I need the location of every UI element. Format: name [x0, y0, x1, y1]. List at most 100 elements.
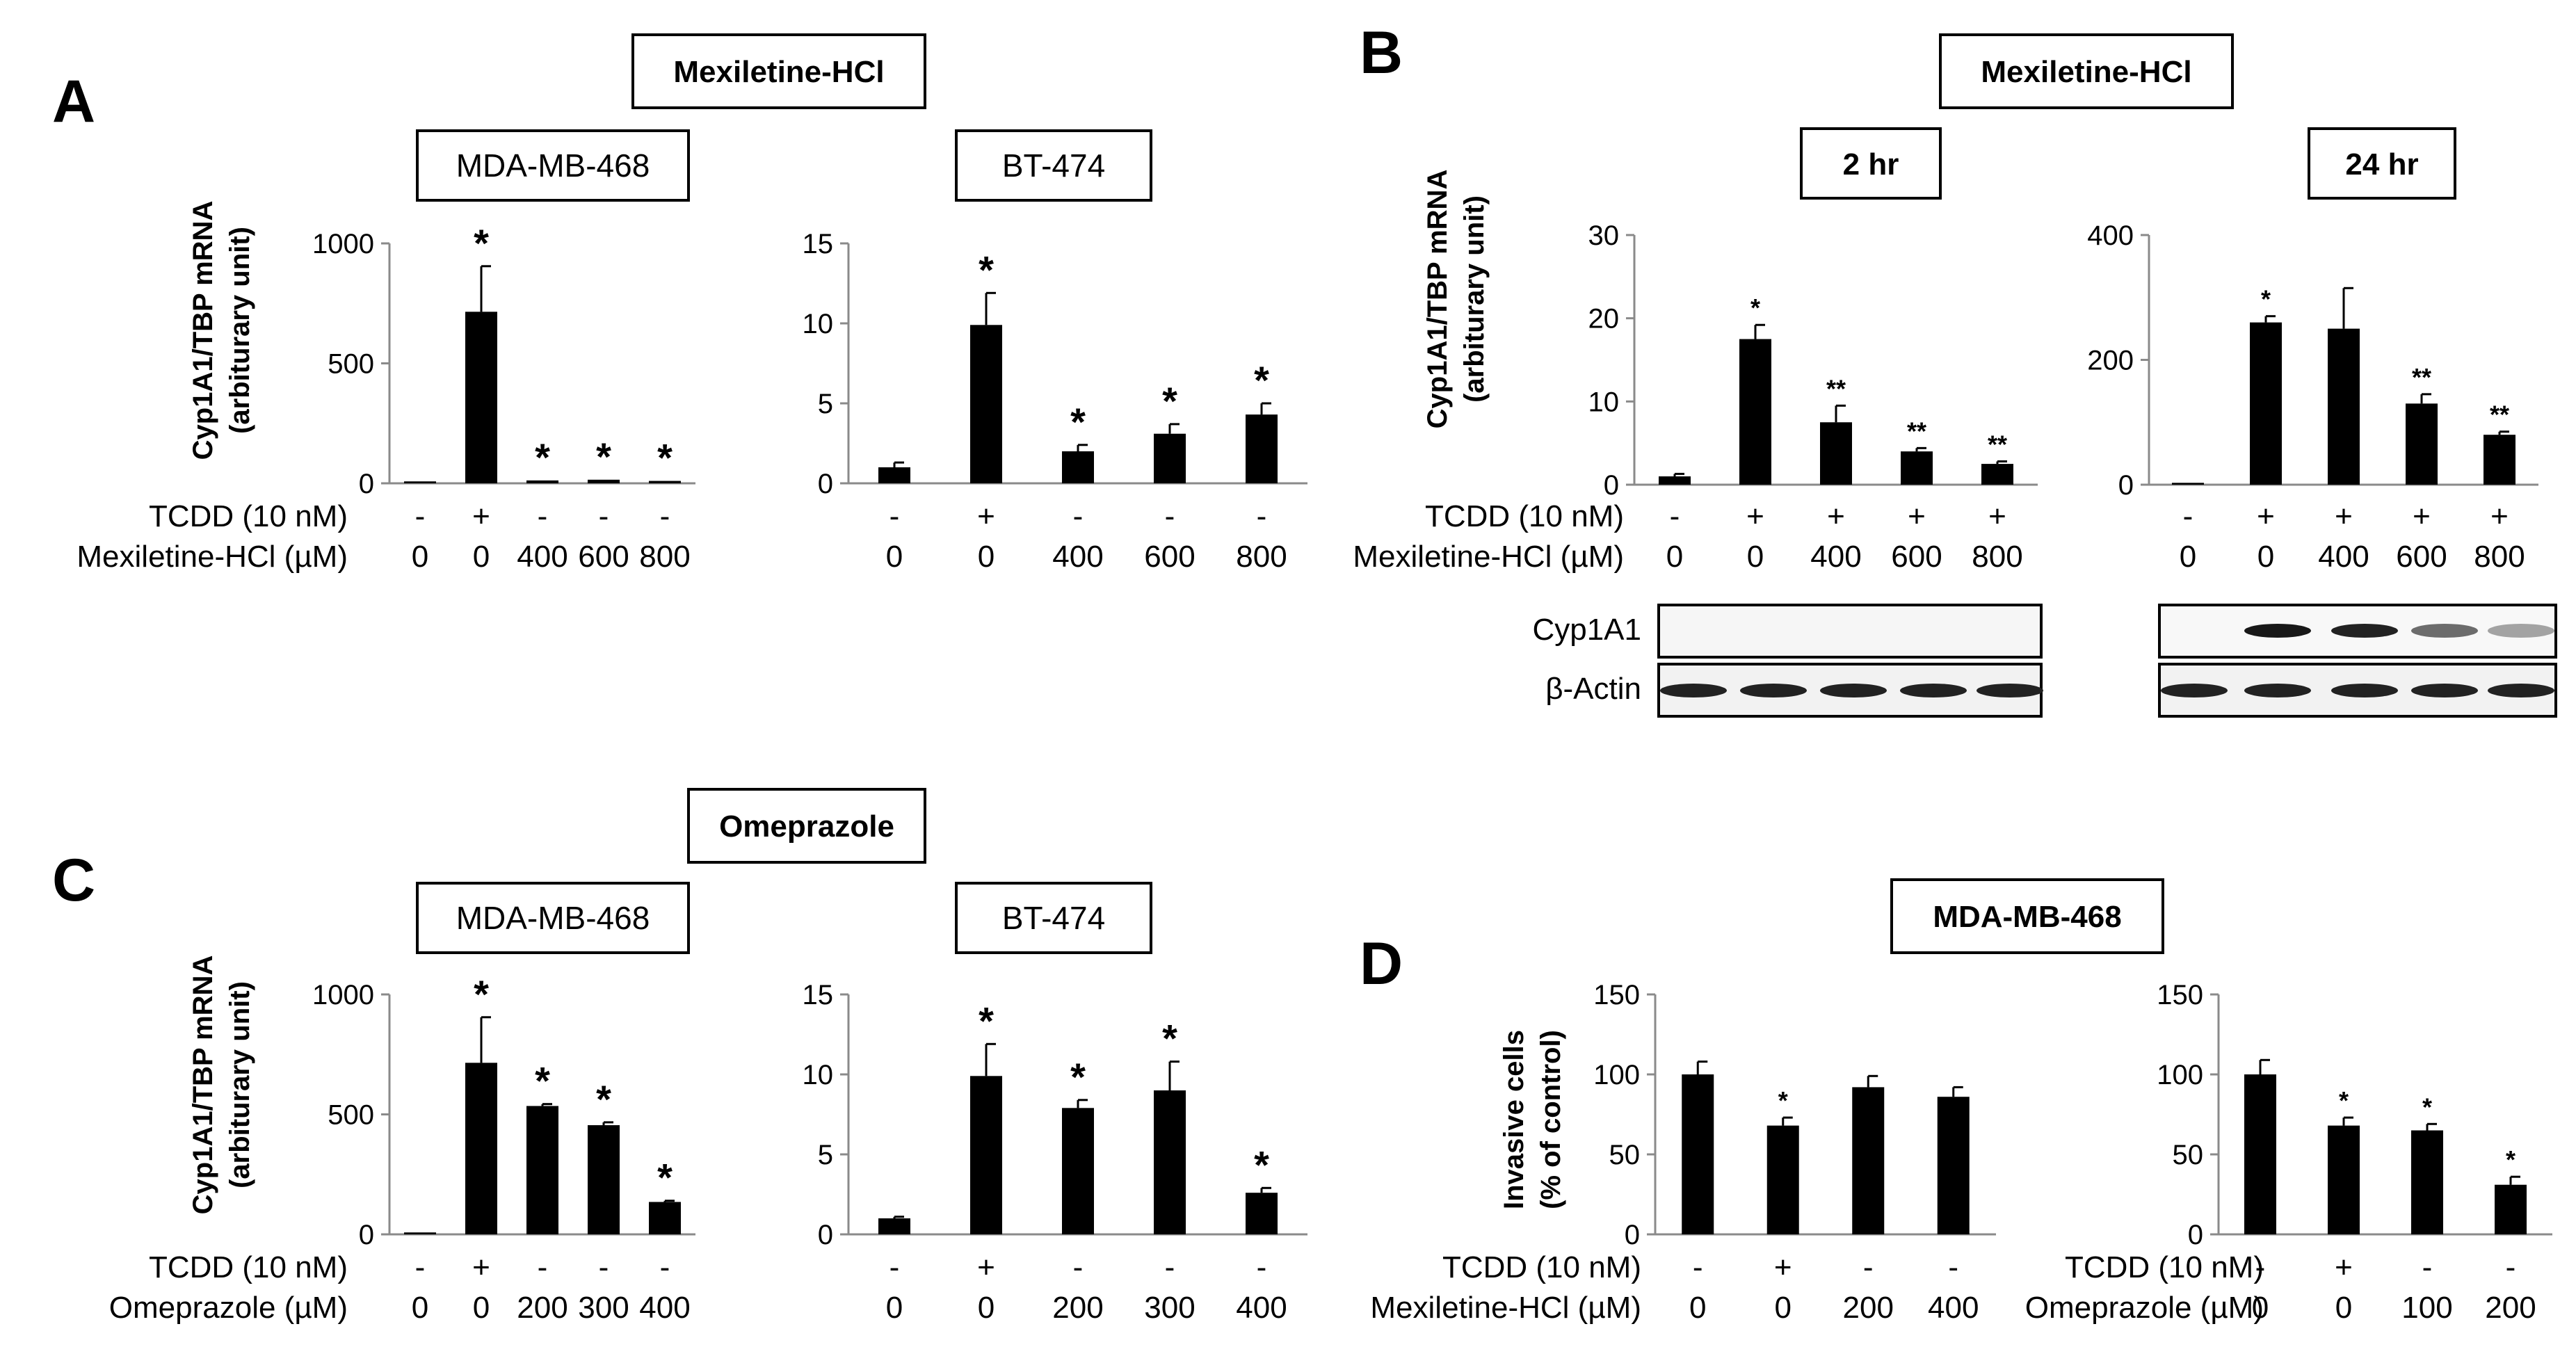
- blot-band-actin-2hr: [1900, 684, 1967, 697]
- chart-a1-significance: *: [535, 435, 550, 479]
- chart-a2-tick-label: 5: [818, 389, 833, 419]
- chart-a1-significance: *: [596, 435, 611, 478]
- chart-a1-bar: [588, 479, 620, 483]
- chart-a1-title-box: [416, 129, 690, 202]
- chart-d2-tick-label: 150: [2157, 980, 2203, 1010]
- chart-b2-bar: [2484, 435, 2515, 485]
- chart-a1-condition-value: 0: [412, 540, 428, 574]
- panel-c-ylabel-line2: (arbiturary unit): [225, 981, 255, 1188]
- chart-c1-tick-label: 0: [359, 1220, 374, 1250]
- chart-c2-bar: [970, 1076, 1002, 1234]
- chart-a2-condition-value: -: [889, 499, 900, 533]
- chart-d1-bar: [1682, 1074, 1714, 1234]
- chart-b1-condition-value: 0: [1747, 540, 1764, 574]
- chart-a1-condition-value: 800: [639, 540, 690, 574]
- chart-a1-condition-value: 400: [517, 540, 567, 574]
- chart-b1-bar: [1659, 476, 1691, 485]
- chart-a1-condition-label: Mexiletine-HCl (µM): [77, 540, 348, 574]
- chart-a2-bar: [1246, 414, 1278, 483]
- chart-a2-significance: *: [979, 248, 994, 291]
- chart-a-mda-mb-468: MDA-MB-468 0 500 1000 * * * * TCDD (10 nM) - + - - - M…: [77, 129, 695, 574]
- panel-d-ylabel-line2: (% of control): [1536, 1030, 1566, 1209]
- chart-d2-tick-label: 100: [2157, 1060, 2203, 1090]
- chart-a1-significance: *: [657, 436, 673, 480]
- chart-d1-significance: *: [1778, 1086, 1788, 1115]
- blot-band-actin-2hr: [1977, 684, 2043, 697]
- chart-b1-condition-label: Mexiletine-HCl (µM): [1353, 540, 1624, 574]
- chart-a2-significance: *: [1070, 400, 1086, 444]
- chart-b1-title-box: [1800, 127, 1942, 200]
- chart-b2-condition-value: -: [2183, 499, 2193, 533]
- chart-c1-bar: [465, 1063, 497, 1234]
- chart-a1-condition-label: TCDD (10 nM): [149, 499, 348, 533]
- chart-c2-condition-value: -: [1165, 1250, 1175, 1284]
- chart-d1-condition-value: 0: [1689, 1291, 1706, 1325]
- blot-band-actin-24hr: [2244, 684, 2311, 697]
- chart-d2-condition-value: +: [2335, 1250, 2353, 1284]
- chart-b1-condition-label: TCDD (10 nM): [1425, 499, 1624, 533]
- chart-d2-significance: *: [2422, 1092, 2432, 1121]
- chart-d2-condition-value: -: [2422, 1250, 2433, 1284]
- chart-a2-condition-value: +: [977, 499, 995, 533]
- blot-band-cyp1a1-24hr: [2411, 624, 2478, 638]
- chart-c1-tick-label: 500: [328, 1100, 374, 1131]
- panel-d-title-box: MDA-MB-468: [1890, 878, 2164, 954]
- blot-band-actin-24hr: [2161, 684, 2228, 697]
- panel-c-title: Omeprazole: [719, 809, 894, 844]
- chart-b1-significance: **: [1907, 417, 1926, 445]
- chart-b2-condition-value: 800: [2474, 540, 2525, 574]
- chart-c1-title-box: [416, 882, 690, 954]
- blot-band-actin-24hr: [2331, 684, 2398, 697]
- chart-d2-bar: [2411, 1130, 2443, 1234]
- chart-c1-condition-value: 200: [517, 1291, 567, 1325]
- chart-a2-condition-value: 600: [1144, 540, 1195, 574]
- chart-c1-condition-value: -: [660, 1250, 670, 1284]
- chart-d2-condition-label: Omeprazole (µM): [2025, 1291, 2264, 1325]
- chart-a1-bar: [404, 481, 436, 483]
- chart-b1-condition-value: 600: [1891, 540, 1942, 574]
- chart-c1-significance: *: [596, 1077, 611, 1121]
- chart-a1-condition-value: 0: [473, 540, 490, 574]
- panel-b-title-box: Mexiletine-HCl: [1939, 33, 2234, 109]
- chart-a2-bar: [878, 467, 910, 483]
- chart-b2-condition-value: 0: [2180, 540, 2196, 574]
- chart-c2-condition-value: 200: [1052, 1291, 1103, 1325]
- chart-b2-condition-value: +: [2490, 499, 2509, 533]
- chart-c2-significance: *: [979, 999, 994, 1042]
- chart-a2-tick-label: 15: [803, 229, 834, 259]
- chart-c1-condition-value: 300: [578, 1291, 629, 1325]
- chart-c1-bar: [588, 1125, 620, 1234]
- chart-c1-condition-label: Omeprazole (µM): [109, 1291, 348, 1325]
- panel-letter-b: B: [1360, 19, 1403, 86]
- chart-c2-condition-value: +: [977, 1250, 995, 1284]
- chart-a1-bar: [465, 312, 497, 483]
- panel-d-ylabel-line1: Invasive cells: [1499, 1030, 1529, 1209]
- chart-a2-bar: [1062, 451, 1094, 483]
- chart-c2-tick-label: 15: [803, 980, 834, 1010]
- chart-b2-significance: **: [2490, 401, 2509, 429]
- chart-c2-condition-value: 300: [1144, 1291, 1195, 1325]
- blot-band-actin-2hr: [1660, 684, 1727, 697]
- chart-d2-condition-value: 0: [2335, 1291, 2352, 1325]
- chart-d2-condition-value: 200: [2485, 1291, 2536, 1325]
- chart-c2-bar: [1246, 1193, 1278, 1234]
- chart-c1-condition-value: 0: [412, 1291, 428, 1325]
- chart-c1-condition-value: -: [599, 1250, 609, 1284]
- chart-a2-condition-value: -: [1073, 499, 1084, 533]
- chart-c2-condition-value: 400: [1236, 1291, 1287, 1325]
- chart-a2-condition-value: 0: [886, 540, 903, 574]
- chart-c1-tick-label: 1000: [312, 980, 374, 1010]
- chart-c2-bar: [878, 1218, 910, 1234]
- wb-label-actin: β-Actin: [1545, 672, 1641, 706]
- chart-a2-significance: *: [1162, 379, 1177, 423]
- panel-a-ylabel: Cyp1A1/TBP mRNA (arbiturary unit): [188, 201, 255, 460]
- chart-c2-tick-label: 0: [818, 1220, 833, 1250]
- chart-c1-condition-value: 400: [639, 1291, 690, 1325]
- chart-c-mda-mb-468: MDA-MB-468 0 500 1000 * * * * TCDD (10 nM) - + - - - O…: [109, 882, 695, 1325]
- chart-d2-condition-label: TCDD (10 nM): [2065, 1250, 2264, 1284]
- chart-d1-condition-value: -: [1863, 1250, 1874, 1284]
- chart-d-mexiletine: 0 50 100 150 * TCDD (10 nM) - + - - Mexiletine-HCl…: [1370, 980, 1996, 1325]
- chart-c2-condition-value: 0: [978, 1291, 995, 1325]
